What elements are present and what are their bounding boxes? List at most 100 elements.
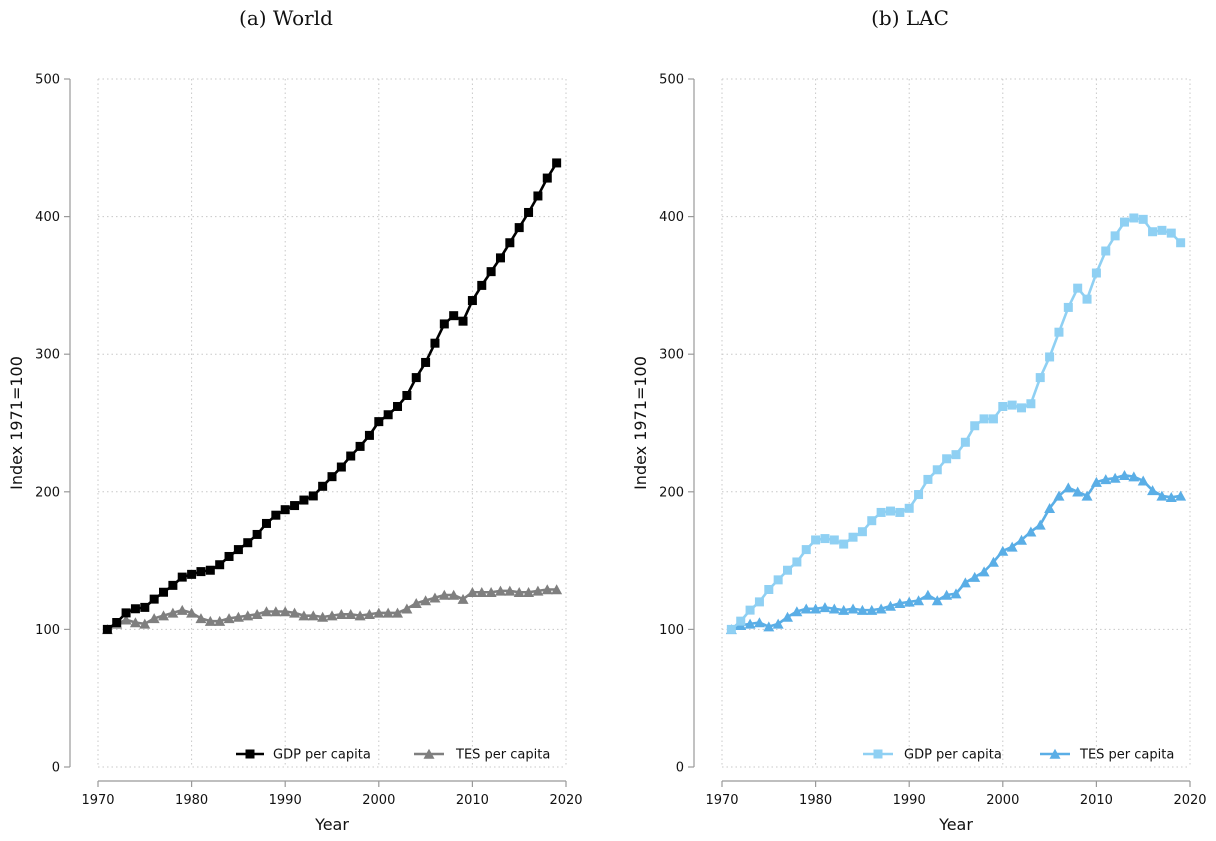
y-tick-label: 200 xyxy=(659,485,684,500)
data-point-gdp-per-capita xyxy=(1138,214,1148,224)
data-point-gdp-per-capita xyxy=(346,451,356,461)
data-point-tes-per-capita xyxy=(551,584,563,595)
data-point-tes-per-capita xyxy=(978,566,990,577)
data-point-gdp-per-capita xyxy=(839,539,849,549)
series-gdp-per-capita xyxy=(726,213,1186,634)
data-point-gdp-per-capita xyxy=(1157,225,1167,235)
data-point-tes-per-capita xyxy=(448,589,460,600)
data-point-gdp-per-capita xyxy=(820,534,830,544)
data-point-tes-per-capita xyxy=(969,571,981,582)
data-point-tes-per-capita xyxy=(1175,490,1187,501)
data-point-tes-per-capita xyxy=(782,611,794,622)
series-line-gdp-per-capita xyxy=(106,162,558,631)
data-point-tes-per-capita xyxy=(1081,490,1093,501)
legend-label-gdp-per-capita: GDP per capita xyxy=(273,748,371,763)
data-point-tes-per-capita xyxy=(139,618,151,629)
data-point-tes-per-capita xyxy=(363,609,375,620)
data-point-tes-per-capita xyxy=(763,621,775,632)
data-point-tes-per-capita xyxy=(532,585,544,596)
y-tick-label: 0 xyxy=(676,761,684,776)
data-point-gdp-per-capita xyxy=(970,421,980,431)
data-point-tes-per-capita xyxy=(913,595,925,606)
data-point-gdp-per-capita xyxy=(552,158,562,168)
data-point-gdp-per-capita xyxy=(411,373,421,383)
data-point-gdp-per-capita xyxy=(1166,228,1176,238)
data-point-tes-per-capita xyxy=(931,595,943,606)
legend: GDP per capita TES per capita xyxy=(863,748,1174,763)
data-point-gdp-per-capita xyxy=(430,338,440,348)
data-point-gdp-per-capita xyxy=(923,474,933,484)
data-point-gdp-per-capita xyxy=(393,401,403,411)
x-axis-label: Year xyxy=(314,815,349,834)
data-point-gdp-per-capita xyxy=(467,296,477,306)
data-point-gdp-per-capita xyxy=(205,565,215,575)
data-point-gdp-per-capita xyxy=(811,535,821,545)
y-tick-label: 100 xyxy=(35,623,60,638)
x-tick-label: 1980 xyxy=(799,793,832,808)
data-point-tes-per-capita xyxy=(270,606,282,617)
legend-label-gdp-per-capita: GDP per capita xyxy=(904,748,1002,763)
data-point-tes-per-capita xyxy=(856,604,868,615)
data-point-tes-per-capita xyxy=(1147,485,1159,496)
data-point-tes-per-capita xyxy=(1137,475,1149,486)
data-point-tes-per-capita xyxy=(894,598,906,609)
data-point-gdp-per-capita xyxy=(876,507,886,517)
data-point-tes-per-capita xyxy=(838,604,850,615)
data-point-tes-per-capita xyxy=(1062,482,1074,493)
data-point-gdp-per-capita xyxy=(1073,283,1083,293)
data-point-gdp-per-capita xyxy=(736,616,746,626)
data-point-gdp-per-capita xyxy=(1007,400,1017,410)
data-point-gdp-per-capita xyxy=(299,495,309,505)
x-tick-label: 2010 xyxy=(1080,793,1113,808)
data-point-gdp-per-capita xyxy=(112,618,122,628)
data-point-tes-per-capita xyxy=(987,556,999,567)
data-point-gdp-per-capita xyxy=(754,597,764,607)
data-point-gdp-per-capita xyxy=(449,311,459,321)
data-point-tes-per-capita xyxy=(1006,541,1018,552)
panel-lac: (b) LAC 0 100 200 300 400 500 1970 1980 1990 2000 2… xyxy=(631,6,1207,834)
data-point-tes-per-capita xyxy=(1090,476,1102,487)
data-point-tes-per-capita xyxy=(438,589,450,600)
data-point-gdp-per-capita xyxy=(261,518,271,528)
data-point-tes-per-capita xyxy=(753,617,765,628)
data-point-gdp-per-capita xyxy=(895,507,905,517)
data-point-tes-per-capita xyxy=(298,610,310,621)
data-point-gdp-per-capita xyxy=(486,267,496,277)
data-point-gdp-per-capita xyxy=(801,545,811,555)
data-point-tes-per-capita xyxy=(410,598,422,609)
data-point-gdp-per-capita xyxy=(159,587,169,597)
data-point-gdp-per-capita xyxy=(514,223,524,233)
data-point-tes-per-capita xyxy=(420,595,432,606)
data-point-tes-per-capita xyxy=(1128,471,1140,482)
data-point-gdp-per-capita xyxy=(187,569,197,579)
data-point-tes-per-capita xyxy=(494,585,506,596)
data-point-tes-per-capita xyxy=(373,607,385,618)
data-point-gdp-per-capita xyxy=(280,505,290,515)
data-point-tes-per-capita xyxy=(485,586,497,597)
data-point-tes-per-capita xyxy=(1109,472,1121,483)
data-point-tes-per-capita xyxy=(903,596,915,607)
data-point-tes-per-capita xyxy=(866,604,878,615)
x-tick-label: 2000 xyxy=(986,793,1019,808)
data-point-tes-per-capita xyxy=(260,606,272,617)
panel-title: (a) World xyxy=(239,6,333,30)
data-point-tes-per-capita xyxy=(354,610,366,621)
legend-label-tes-per-capita: TES per capita xyxy=(1079,748,1174,763)
panel-world: (a) World 0 100 200 300 400 500 1970 1980 1990 200… xyxy=(7,6,583,834)
data-point-tes-per-capita xyxy=(148,613,160,624)
legend-marker-tes-per-capita xyxy=(423,748,435,759)
data-point-tes-per-capita xyxy=(223,613,235,624)
data-point-tes-per-capita xyxy=(875,603,887,614)
x-tick-label: 2000 xyxy=(362,793,395,808)
x-tick-label: 1990 xyxy=(269,793,302,808)
data-point-gdp-per-capita xyxy=(1119,217,1129,227)
series-gdp-per-capita xyxy=(102,158,562,634)
data-point-gdp-per-capita xyxy=(1026,399,1036,409)
data-point-gdp-per-capita xyxy=(1148,227,1158,237)
data-point-gdp-per-capita xyxy=(439,319,449,329)
y-tick-label: 300 xyxy=(659,348,684,363)
data-point-gdp-per-capita xyxy=(979,414,989,424)
data-point-gdp-per-capita xyxy=(374,417,384,427)
data-point-tes-per-capita xyxy=(828,603,840,614)
data-point-gdp-per-capita xyxy=(988,414,998,424)
